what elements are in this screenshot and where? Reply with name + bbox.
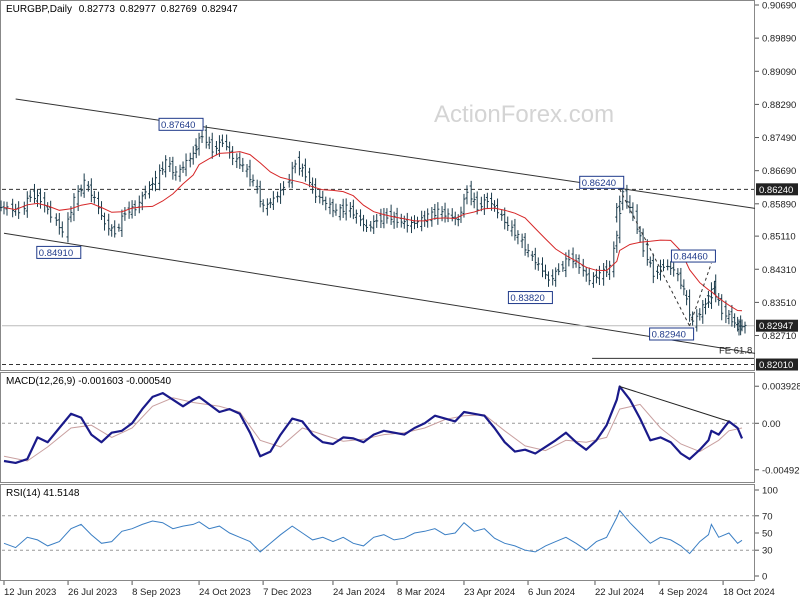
x-tick-label: 26 Jul 2023 — [68, 587, 117, 598]
x-tick-label: 6 Jun 2024 — [528, 587, 575, 598]
price-y-axis: 0.90690 0.89890 0.89090 0.88290 0.87490 0.866… — [755, 1, 798, 371]
symbol: EURGBP — [6, 4, 49, 15]
ohlc-open: 0.82773 — [79, 4, 116, 15]
price-tick-label: 0.89090 — [762, 67, 796, 78]
timeframe: Daily — [50, 4, 72, 15]
rsi-tick-label: 50 — [762, 529, 773, 540]
price-tick-label: 0.85890 — [762, 199, 796, 210]
swing-label: 0.86240 — [582, 178, 616, 189]
ohlc-low: 0.82769 — [161, 4, 198, 15]
current-price-label: 0.82947 — [759, 321, 793, 332]
level-tag — [756, 183, 798, 196]
swing-label-box — [579, 175, 625, 189]
x-tick-label: 23 Apr 2024 — [464, 587, 515, 598]
price-tick-label: 0.90690 — [762, 1, 796, 12]
rsi-tick-label: 100 — [762, 486, 778, 497]
macd-y-axis: 0.003928 0.00 -0.004929 — [755, 382, 800, 476]
x-tick-label: 24 Jan 2024 — [333, 587, 385, 598]
level-tag — [756, 358, 798, 371]
rsi-tick-label: 30 — [762, 546, 773, 557]
price-tick-label: 0.89890 — [762, 34, 796, 45]
macd-tick-label: 0.003928 — [762, 382, 800, 393]
channel-upper-line — [15, 98, 756, 209]
price-tick-label: 0.83510 — [762, 298, 796, 309]
swing-label-box — [507, 291, 553, 305]
date-x-axis: 12 Jun 2023 26 Jul 2023 8 Sep 2023 24 Oct 2… — [3, 581, 775, 598]
macd-tick-label: -0.004929 — [762, 465, 800, 476]
swing-label: 0.84460 — [673, 252, 707, 263]
price-tick-label: 0.84310 — [762, 265, 796, 276]
projection-line — [689, 262, 712, 327]
price-tick-label: 0.87490 — [762, 133, 796, 144]
current-price-tag — [756, 319, 798, 332]
swing-label-box — [36, 245, 82, 259]
rsi-panel-title: RSI(14) 41.5148 — [6, 488, 80, 499]
x-tick-label: 22 Jul 2024 — [595, 587, 644, 598]
rsi-y-axis: 100 70 50 30 0 — [755, 486, 778, 583]
moving-average-line — [3, 151, 743, 312]
x-tick-label: 18 Oct 2024 — [723, 587, 775, 598]
x-tick-label: 4 Sep 2024 — [659, 587, 708, 598]
x-tick-label: 7 Dec 2023 — [263, 587, 312, 598]
rsi-line — [3, 509, 743, 555]
rsi-plot — [2, 509, 754, 555]
fe-label: FE 61.8 — [719, 345, 752, 356]
swing-label-box — [670, 249, 716, 263]
swing-label: 0.82940 — [652, 329, 686, 340]
svg-text:EURGBP,Daily 0.82773: EURGBP,Daily 0.82773 0.82977 0.82769 0.8… — [6, 4, 238, 15]
price-tick-label: 0.88290 — [762, 100, 796, 111]
x-tick-label: 8 Sep 2023 — [132, 587, 181, 598]
x-tick-label: 8 Mar 2024 — [397, 587, 445, 598]
macd-panel-frame — [0, 372, 755, 483]
channel-lower-line — [3, 232, 756, 354]
macd-tick-label: 0.00 — [762, 419, 781, 430]
macd-panel-title: MACD(12,26,9) -0.001603 -0.000540 — [6, 376, 172, 387]
macd-line — [3, 385, 744, 464]
price-tick-label: 0.86690 — [762, 166, 796, 177]
swing-label: 0.83820 — [510, 293, 544, 304]
price-tick-label: 0.85110 — [762, 232, 796, 243]
projection-line — [619, 189, 691, 327]
rsi-tick-label: 0 — [762, 572, 767, 583]
swing-label-box — [158, 117, 204, 131]
ohlc-high: 0.82977 — [120, 4, 157, 15]
watermark: ActionForex.com — [434, 101, 614, 128]
level-tag-label: 0.82010 — [759, 360, 793, 371]
price-panel-title: EURGBP,Daily 0.82773 0.82977 0.82769 0.8… — [6, 4, 238, 15]
macd-plot — [2, 385, 754, 464]
x-tick-label: 12 Jun 2023 — [4, 587, 56, 598]
level-tag-label: 0.86240 — [759, 185, 793, 196]
rsi-tick-label: 70 — [762, 511, 773, 522]
x-tick-label: 24 Oct 2023 — [199, 587, 251, 598]
swing-label: 0.87640 — [161, 120, 195, 131]
macd-trendline — [619, 386, 730, 422]
swing-label-box — [649, 327, 695, 341]
ohlc-close: 0.82947 — [202, 4, 239, 15]
price-panel-frame — [0, 0, 755, 371]
swing-label: 0.84910 — [39, 248, 73, 259]
price-plot: FE 61.8 0.87640 0.84910 0.86240 0.83820 0.844… — [0, 98, 756, 366]
rsi-panel-frame — [0, 484, 755, 581]
price-tick-label: 0.82710 — [762, 331, 796, 342]
